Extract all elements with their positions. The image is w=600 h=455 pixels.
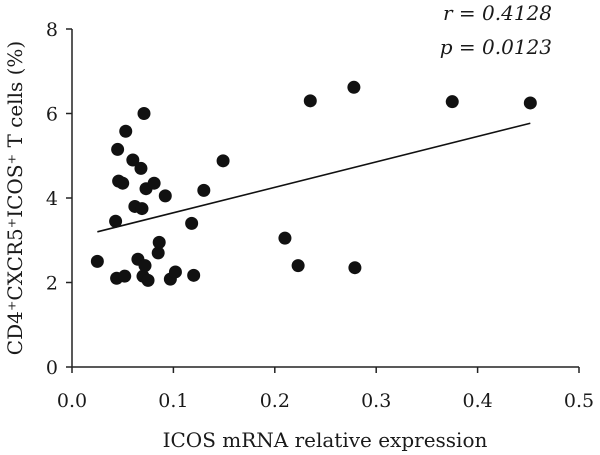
- x-axis-title: ICOS mRNA relative expression: [163, 428, 488, 452]
- data-point: [137, 107, 151, 120]
- data-point: [445, 95, 459, 109]
- data-point: [151, 246, 165, 260]
- data-point: [303, 94, 317, 108]
- data-point: [134, 161, 148, 175]
- data-point: [116, 176, 130, 190]
- data-point: [347, 80, 361, 94]
- x-tick-label: 0.4: [462, 390, 492, 412]
- correlation-r-annotation: r = 0.4128: [443, 1, 552, 25]
- y-tick-label: 4: [46, 188, 58, 210]
- p-value-annotation: p = 0.0123: [440, 35, 552, 59]
- data-point: [216, 154, 230, 168]
- y-tick-label: 6: [46, 104, 58, 126]
- data-point: [119, 124, 133, 138]
- x-tick-label: 0.3: [361, 390, 391, 412]
- data-point: [138, 259, 152, 273]
- y-tick-label: 2: [46, 273, 58, 295]
- data-point: [109, 214, 123, 228]
- data-point: [185, 216, 199, 230]
- data-point: [111, 142, 125, 156]
- y-tick-label: 8: [46, 19, 58, 41]
- data-point: [348, 261, 362, 275]
- data-point: [158, 189, 172, 203]
- data-point: [141, 273, 155, 287]
- data-point: [168, 265, 182, 279]
- y-axis-title: CD4⁺CXCR5⁺ICOS⁺ T cells (%): [3, 41, 27, 355]
- x-tick-label: 0.5: [564, 390, 594, 412]
- data-point: [118, 269, 132, 283]
- data-point: [147, 176, 161, 190]
- trend-line: [97, 122, 531, 233]
- data-points: [90, 80, 537, 287]
- data-point: [187, 268, 201, 282]
- data-point: [135, 202, 149, 216]
- data-point: [152, 235, 166, 249]
- x-tick-label: 0.2: [260, 390, 290, 412]
- data-point: [278, 231, 292, 245]
- data-point: [126, 153, 140, 167]
- y-tick-label: 0: [46, 357, 58, 379]
- data-point: [291, 259, 305, 273]
- x-tick-label: 0.0: [57, 390, 87, 412]
- data-point: [90, 254, 104, 268]
- data-point: [197, 183, 211, 197]
- axes: [71, 29, 579, 368]
- x-axis-ticks: 0.0 0.1 0.2 0.3 0.4 0.5: [57, 367, 594, 412]
- x-tick-label: 0.1: [158, 390, 188, 412]
- data-point: [523, 96, 537, 110]
- y-axis-ticks: 0 2 4 6 8: [46, 19, 72, 379]
